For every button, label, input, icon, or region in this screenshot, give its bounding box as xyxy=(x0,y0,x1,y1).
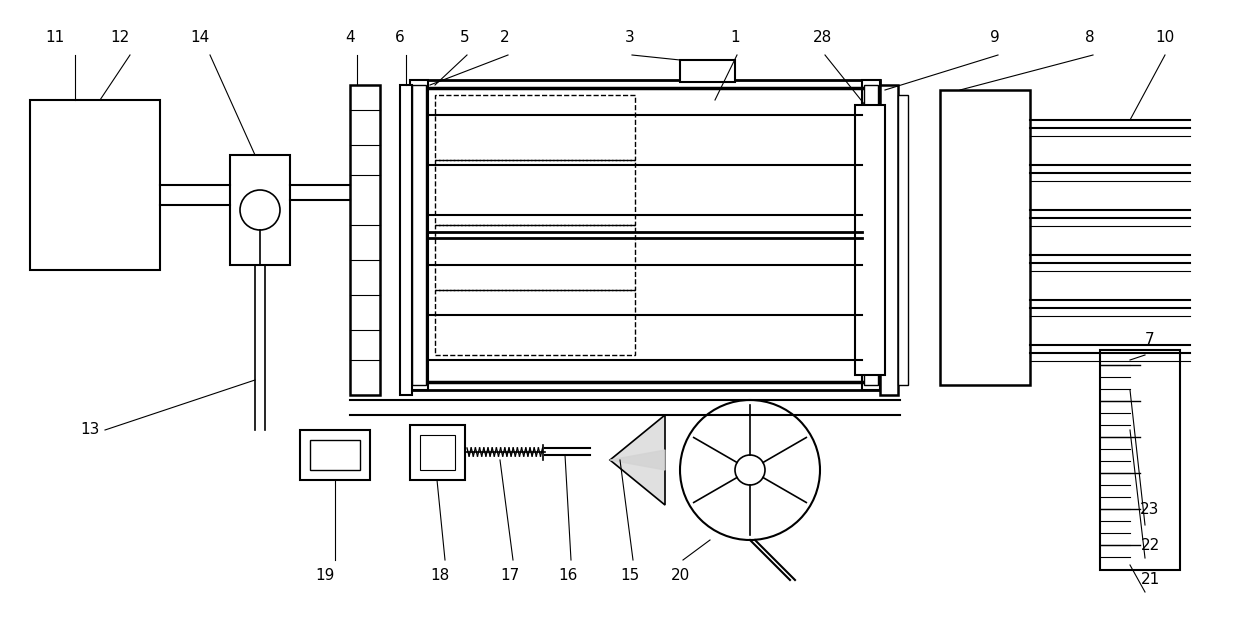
Text: 10: 10 xyxy=(1156,30,1174,46)
Bar xyxy=(30,100,160,270)
Text: 11: 11 xyxy=(46,30,64,46)
Text: 5: 5 xyxy=(460,30,470,46)
Bar xyxy=(898,95,908,385)
Bar xyxy=(435,290,635,355)
Bar xyxy=(856,105,885,375)
Bar xyxy=(410,80,428,390)
Text: 8: 8 xyxy=(1085,30,1095,46)
Bar xyxy=(229,155,290,265)
Text: 22: 22 xyxy=(1141,537,1159,552)
Bar xyxy=(410,425,465,480)
Text: 2: 2 xyxy=(500,30,510,46)
Text: 12: 12 xyxy=(110,30,130,46)
Text: 19: 19 xyxy=(315,568,335,582)
Text: 17: 17 xyxy=(501,568,520,582)
Text: 4: 4 xyxy=(345,30,355,46)
Bar xyxy=(435,95,635,160)
Bar xyxy=(1100,350,1180,570)
Text: 1: 1 xyxy=(730,30,740,46)
Bar xyxy=(862,80,880,390)
Bar xyxy=(435,225,635,290)
Bar xyxy=(880,85,898,395)
Text: 14: 14 xyxy=(191,30,210,46)
Polygon shape xyxy=(610,415,665,505)
Text: 6: 6 xyxy=(396,30,405,46)
Text: 21: 21 xyxy=(1141,573,1159,587)
Text: 18: 18 xyxy=(430,568,450,582)
Bar xyxy=(680,60,735,82)
Text: 9: 9 xyxy=(990,30,999,46)
Text: 13: 13 xyxy=(81,423,99,437)
Bar xyxy=(401,85,412,395)
Bar xyxy=(864,85,878,385)
Text: 16: 16 xyxy=(558,568,578,582)
Bar xyxy=(420,435,455,470)
Bar xyxy=(940,90,1030,385)
Bar xyxy=(350,85,379,395)
Text: 15: 15 xyxy=(620,568,640,582)
Bar xyxy=(310,440,360,470)
Polygon shape xyxy=(610,450,665,470)
Bar xyxy=(300,430,370,480)
Text: 23: 23 xyxy=(1141,502,1159,518)
Text: 28: 28 xyxy=(812,30,832,46)
Text: 3: 3 xyxy=(625,30,635,46)
Text: 20: 20 xyxy=(671,568,689,582)
Text: 7: 7 xyxy=(1146,333,1154,347)
Bar xyxy=(410,80,880,390)
Bar xyxy=(435,160,635,225)
Bar xyxy=(412,85,427,385)
